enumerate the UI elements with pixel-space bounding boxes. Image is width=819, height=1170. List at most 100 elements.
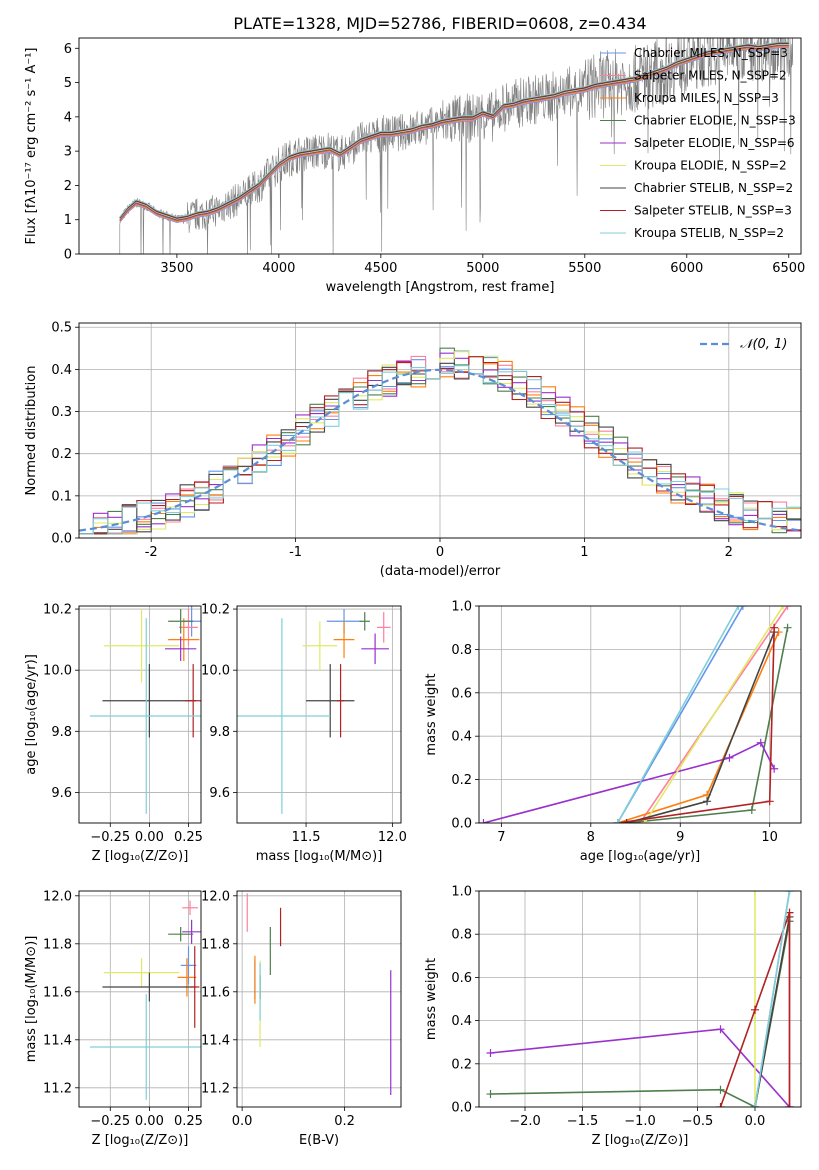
mass-weight-line-5 [483,741,775,823]
mass-weight-marker [716,1085,725,1094]
mass-weight-line-9 [616,606,740,823]
y-axis-label: age [log₁₀(age/yr)] [24,654,39,775]
x-tick-label: 8 [587,830,595,845]
x-tick-label: −0.5 [682,1114,714,1129]
panel-1: 3500 4000 4500 5000 5500 6000 6500 0 1 2 3 4 5 6 wavel… [24,37,805,295]
axes-frame [478,605,802,824]
y-tick-label: 11.6 [201,985,230,1000]
y-tick-label: 0.8 [451,928,472,943]
mass-weight-marker [751,1103,759,1107]
mass-weight-marker [770,764,779,773]
y-tick-label: 10.0 [201,664,230,679]
axes-frame [236,605,402,824]
axes-frame [478,890,802,1108]
mass-weight-marker [751,1005,759,1014]
x-tick-label: 4000 [262,261,295,276]
x-tick-label: 0.25 [174,1114,203,1129]
model-spectrum-4 [119,45,789,221]
mass-weight-marker [486,1090,495,1099]
axes-frame [236,890,402,1108]
y-tick-label: 11.4 [201,1033,230,1048]
model-spectrum-8 [119,42,789,219]
mass-weight-marker [765,797,774,806]
mass-weight-marker [738,606,747,610]
model-spectrum-7 [119,43,789,219]
x-axis-label: Z [log₁₀(Z/Z⊙)] [92,849,189,864]
residual-histogram-9 [79,365,801,535]
y-tick-label: 5 [64,76,72,91]
legend-entry: Chabrier ELODIE, N_SSP=3 [634,114,796,128]
x-tick-label: 2 [725,545,733,560]
panel-7: 0.0 0.2 11.2 11.4 11.6 11.8 12.0 E(B-V) [201,889,402,1148]
model-spectrum-5 [119,44,789,221]
mass-weight-marker [785,891,794,895]
x-tick-label: 0.00 [135,1114,164,1129]
mass-weight-marker [747,805,756,814]
y-tick-label: 6 [64,42,72,57]
x-tick-label: 7 [497,830,505,845]
mass-weight-line-6 [643,606,784,823]
x-tick-label: 0.0 [745,1114,766,1129]
axes-frame [78,605,202,824]
x-axis-label: E(B-V) [299,1133,339,1148]
mass-weight-marker [640,819,649,823]
x-tick-label: −2.0 [509,1114,541,1129]
x-tick-label: 12.0 [378,830,407,845]
mass-weight-line-7 [626,631,775,823]
y-tick-label: 0.2 [451,773,472,788]
panel-4: 11.5 12.0 9.6 9.8 10.0 10.2 mass [log₁₀(M/M⊙)] [201,603,407,864]
x-tick-label: 0.2 [334,1114,355,1129]
model-spectrum-6 [119,43,789,220]
x-tick-label: −1.0 [624,1114,656,1129]
y-axis-label: Normed distribution [24,366,39,496]
y-axis-label: mass [log₁₀(M/M⊙)] [24,936,39,1063]
mass-weight-marker [716,1103,725,1107]
legend-entry: Salpeter MILES, N_SSP=2 [634,69,787,83]
y-tick-label: 1 [64,213,72,228]
x-tick-label: 10 [761,830,778,845]
x-tick-label: 0.00 [135,830,164,845]
figure-title: PLATE=1328, MJD=52786, FIBERID=0608, z=0… [233,14,646,33]
legend-entry: Salpeter ELODIE, N_SSP=6 [634,136,795,150]
y-tick-label: 10.2 [43,603,72,618]
x-tick-label: 3500 [160,261,193,276]
y-tick-label: 4 [64,110,72,125]
panel-6: −0.25 0.00 0.25 11.2 11.4 11.6 11.8 12.0 Z [log₁… [24,889,203,1148]
y-tick-label: 9.6 [51,786,72,801]
mass-weight-line-8 [719,912,791,1107]
x-tick-label: -1 [289,545,302,560]
y-tick-label: 0.2 [451,1057,472,1072]
mass-weight-marker [725,753,734,762]
y-tick-label: 0.1 [51,489,72,504]
y-tick-label: 1.0 [451,885,472,900]
y-tick-label: 12.0 [43,889,72,904]
y-tick-label: 0.6 [451,971,472,986]
axes-frame [78,322,802,539]
legend-entry: Kroupa MILES, N_SSP=3 [634,91,779,105]
x-tick-label: 0 [436,545,444,560]
y-tick-label: 0.0 [451,817,472,832]
y-tick-label: 0.3 [51,405,72,420]
y-axis-label: mass weight [424,958,439,1040]
y-tick-label: 11.2 [201,1081,230,1096]
x-axis-label: Z [log₁₀(Z/Z⊙)] [92,1133,189,1148]
y-tick-label: 3 [64,145,72,160]
mass-weight-marker [734,606,743,610]
legend-entry: 𝒩(0, 1) [740,337,787,352]
y-tick-label: 11.6 [43,985,72,1000]
y-tick-label: 0.5 [51,321,72,336]
y-tick-label: 10.2 [201,603,230,618]
x-axis-label: age [log₁₀(age/yr)] [580,849,701,864]
y-tick-label: 9.8 [209,725,230,740]
y-tick-label: 0 [64,248,72,263]
mass-weight-marker [622,819,631,823]
model-spectrum-1 [119,47,789,224]
legend-entry: Chabrier STELIB, N_SSP=2 [634,181,793,195]
x-tick-label: 6000 [670,261,703,276]
mass-weight-marker [783,606,792,610]
mass-weight-marker [779,606,788,610]
model-spectrum-2 [119,46,789,223]
legend-entry: Salpeter STELIB, N_SSP=3 [634,204,792,218]
y-tick-label: 11.4 [43,1033,72,1048]
